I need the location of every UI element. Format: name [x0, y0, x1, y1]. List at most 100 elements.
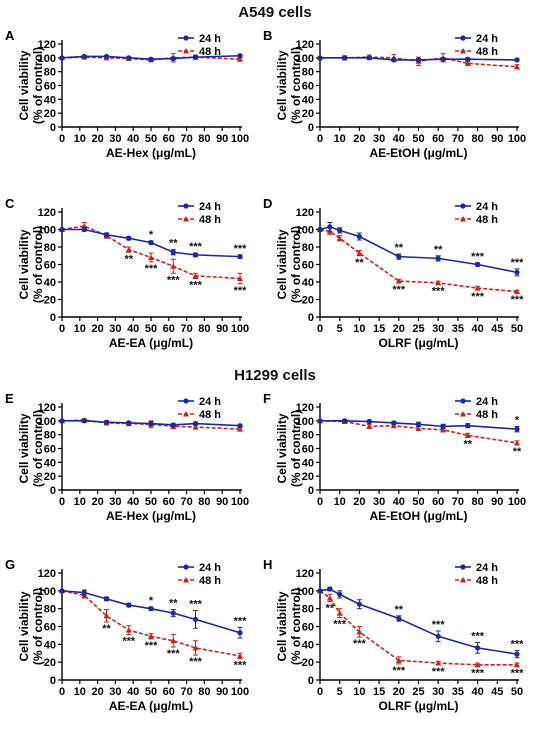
- data-point: [81, 53, 87, 60]
- x-tick-label: 45: [491, 323, 503, 335]
- legend-label: 48 h: [476, 46, 498, 58]
- y-tick-label: 100: [296, 416, 314, 428]
- chart-panel-h: H 0 20 40 60 80 100 120 0 5 10 15 20 25 30 35 40 45 50 OLRF…: [263, 557, 524, 713]
- x-tick-label: 10: [334, 496, 346, 508]
- data-point: [514, 288, 520, 295]
- x-tick-label: 0: [59, 323, 65, 335]
- y-tick-label: 120: [296, 402, 314, 414]
- data-point: [148, 421, 154, 427]
- x-tick-label: 60: [432, 496, 444, 508]
- x-tick-label: 45: [491, 686, 503, 698]
- series-24h: [59, 53, 243, 62]
- x-tick-label: 80: [198, 133, 210, 145]
- x-tick-label: 60: [163, 496, 175, 508]
- significance-label: ***: [189, 280, 203, 292]
- x-axis-label: AE-EA (μg/mL): [109, 336, 193, 350]
- x-tick-label: 80: [471, 133, 483, 145]
- data-point: [192, 616, 199, 622]
- significance-label: **: [169, 598, 178, 610]
- data-point: [415, 57, 422, 63]
- x-tick-label: 50: [145, 496, 157, 508]
- x-tick-label: 35: [452, 686, 464, 698]
- data-point: [391, 57, 397, 63]
- data-point: [435, 279, 442, 286]
- x-tick-label: 90: [216, 496, 228, 508]
- data-point: [170, 422, 176, 428]
- x-tick-label: 90: [216, 133, 228, 145]
- series-24h: [317, 55, 520, 63]
- x-tick-label: 20: [91, 496, 103, 508]
- data-point: [237, 56, 243, 62]
- data-point: [237, 423, 243, 429]
- y-tick-label: 100: [296, 225, 314, 237]
- significance-label: ***: [145, 640, 159, 652]
- data-point: [237, 275, 243, 281]
- significance-label: ***: [234, 243, 248, 255]
- data-point: [237, 53, 243, 59]
- data-point: [391, 420, 397, 426]
- y-axis-label-line: Cell viability: [17, 413, 31, 483]
- legend-marker: [183, 398, 189, 404]
- significance-label: **: [326, 603, 335, 615]
- x-tick-label: 25: [412, 323, 424, 335]
- y-tick-label: 100: [38, 225, 56, 237]
- data-point: [148, 606, 154, 612]
- data-point: [103, 232, 110, 238]
- y-tick-label: 100: [296, 586, 314, 598]
- legend-marker: [183, 35, 189, 41]
- legend-label: 48 h: [476, 214, 498, 226]
- chart-panel-d: D 0 20 40 60 80 100 120 0 5 10 15 20 25 30 35 40 45 50 OLRF…: [263, 196, 524, 350]
- data-point: [475, 645, 481, 651]
- significance-label: ***: [432, 666, 446, 678]
- data-point: [514, 57, 520, 63]
- x-tick-label: 50: [511, 686, 523, 698]
- data-point: [366, 55, 372, 61]
- y-tick-label: 120: [296, 207, 314, 219]
- y-tick-label: 40: [302, 639, 314, 651]
- data-point: [192, 421, 199, 427]
- x-tick-label: 40: [393, 133, 405, 145]
- data-point: [337, 591, 343, 598]
- legend-label: 48 h: [199, 46, 221, 58]
- legend-marker: [460, 35, 466, 41]
- y-tick-label: 20: [44, 295, 56, 307]
- y-tick-label: 80: [302, 604, 314, 616]
- y-tick-label: 60: [302, 260, 314, 272]
- significance-label: ***: [392, 665, 406, 677]
- significance-label: ***: [511, 668, 525, 680]
- data-point: [317, 418, 323, 424]
- x-tick-label: 30: [109, 323, 121, 335]
- significance-label: **: [124, 253, 133, 265]
- section-title-h1299: H1299 cells: [234, 367, 316, 384]
- x-tick-label: 50: [412, 133, 424, 145]
- series-24h: ***********: [317, 586, 525, 659]
- y-tick-label: 60: [302, 622, 314, 634]
- y-tick-label: 20: [302, 657, 314, 669]
- x-tick-label: 60: [432, 133, 444, 145]
- x-tick-label: 0: [317, 496, 323, 508]
- x-tick-label: 90: [216, 323, 228, 335]
- y-tick-label: 80: [302, 67, 314, 79]
- x-axis-label: AE-EtOH (μg/mL): [370, 509, 468, 523]
- y-tick-label: 0: [50, 485, 56, 497]
- data-point: [126, 420, 132, 426]
- x-tick-label: 0: [59, 686, 65, 698]
- legend-entry: 24 h: [455, 562, 498, 574]
- significance-label: ***: [234, 285, 248, 297]
- x-tick-label: 20: [91, 133, 103, 145]
- x-tick-label: 50: [145, 323, 157, 335]
- data-point: [170, 637, 177, 644]
- significance-label: ***: [471, 631, 485, 643]
- significance-label: **: [513, 446, 522, 458]
- data-point: [192, 272, 199, 279]
- y-tick-label: 100: [38, 586, 56, 598]
- y-axis-label-line: Cell viability: [275, 591, 289, 661]
- significance-label: ***: [511, 639, 525, 651]
- x-tick-label: 25: [412, 686, 424, 698]
- legend-marker: [460, 203, 466, 209]
- series-line: [62, 420, 241, 427]
- y-tick-label: 60: [44, 444, 56, 456]
- series-line: [319, 228, 518, 293]
